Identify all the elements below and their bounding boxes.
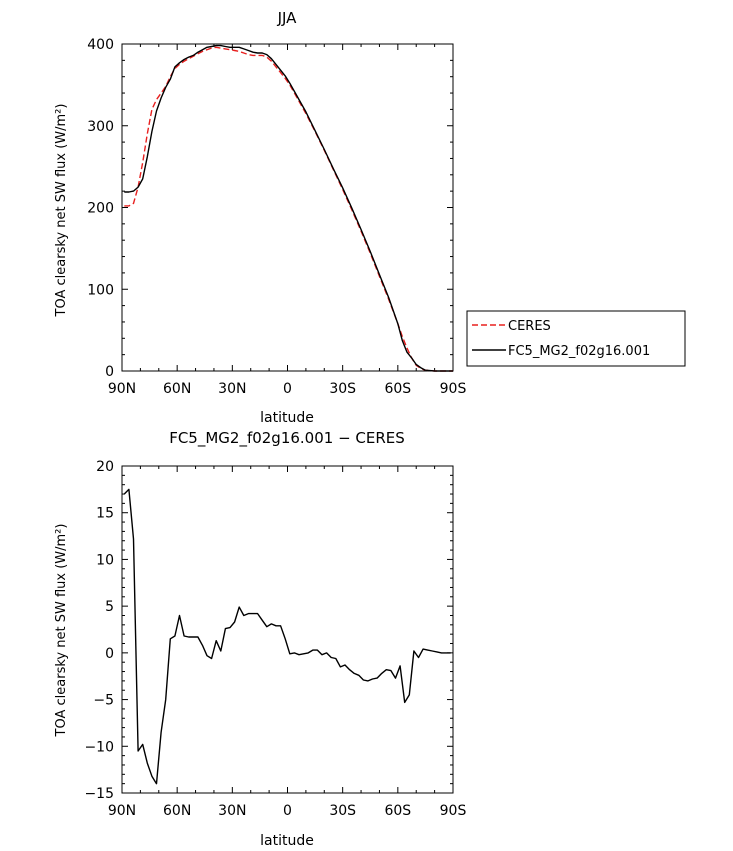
top-ticks — [121, 43, 454, 372]
top-y-tick-label: 400 — [87, 37, 114, 53]
legend: CERES FC5_MG2_f02g16.001 — [466, 310, 686, 367]
bottom-y-tick-label: 20 — [96, 459, 114, 475]
bottom-series-line-0 — [123, 488, 451, 785]
bottom-x-tick-label: 60S — [384, 803, 411, 819]
bottom-y-tick-label: −15 — [84, 786, 114, 802]
top-x-axis-label: latitude — [260, 410, 314, 426]
legend-box — [466, 310, 686, 367]
bottom-x-tick-label: 30S — [329, 803, 356, 819]
top-y-tick-label: 0 — [105, 364, 114, 380]
top-panel: JJA 0 100 200 300 400 90N 60N 30N 0 30S 60S 90S la… — [54, 9, 686, 426]
bottom-y-tick-label: 5 — [105, 599, 114, 615]
top-x-tick-label: 60N — [163, 381, 191, 397]
top-x-tick-label: 90S — [440, 381, 467, 397]
bottom-y-tick-labels: −15 −10 −5 0 5 10 15 20 — [84, 459, 114, 802]
bottom-y-axis-label: TOA clearsky net SW flux (W/m²) — [54, 524, 69, 738]
top-x-tick-label: 60S — [384, 381, 411, 397]
bottom-x-axis-label: latitude — [260, 833, 314, 849]
bottom-y-tick-label: 0 — [105, 646, 114, 662]
top-y-axis-label: TOA clearsky net SW flux (W/m²) — [54, 104, 69, 318]
legend-label-model: FC5_MG2_f02g16.001 — [508, 344, 650, 359]
top-y-tick-label: 300 — [87, 119, 114, 135]
bottom-x-tick-label: 60N — [163, 803, 191, 819]
bottom-x-tick-labels: 90N 60N 30N 0 30S 60S 90S — [108, 803, 467, 819]
top-series-lines — [124, 44, 453, 372]
top-y-tick-labels: 0 100 200 300 400 — [87, 37, 114, 380]
bottom-y-tick-label: −10 — [84, 739, 114, 755]
top-y-tick-label: 200 — [87, 201, 114, 217]
bottom-x-tick-label: 30N — [218, 803, 246, 819]
bottom-y-tick-label: 10 — [96, 552, 114, 568]
top-y-tick-label: 100 — [87, 282, 114, 298]
bottom-chart-title: FC5_MG2_f02g16.001 − CERES — [169, 429, 405, 448]
top-x-tick-label: 0 — [283, 381, 292, 397]
bottom-series-lines — [123, 488, 451, 785]
top-series-line-fc5-mg2-f02g16-001 — [124, 44, 453, 372]
top-x-tick-label: 30S — [329, 381, 356, 397]
bottom-y-tick-label: 15 — [96, 506, 114, 522]
top-plot-frame — [121, 43, 454, 372]
bottom-plot-frame — [121, 465, 454, 794]
bottom-x-tick-label: 90N — [108, 803, 136, 819]
top-series-line-ceres — [124, 46, 453, 372]
legend-label-ceres: CERES — [508, 319, 551, 334]
bottom-x-tick-label: 0 — [283, 803, 292, 819]
bottom-panel: FC5_MG2_f02g16.001 − CERES −15 −10 −5 0 5 10 1… — [54, 429, 466, 849]
top-x-tick-label: 30N — [218, 381, 246, 397]
top-x-tick-label: 90N — [108, 381, 136, 397]
bottom-x-tick-label: 90S — [440, 803, 467, 819]
bottom-y-tick-label: −5 — [93, 693, 114, 709]
top-chart-title: JJA — [277, 9, 298, 27]
bottom-ticks — [121, 465, 454, 794]
top-x-tick-labels: 90N 60N 30N 0 30S 60S 90S — [108, 381, 467, 397]
